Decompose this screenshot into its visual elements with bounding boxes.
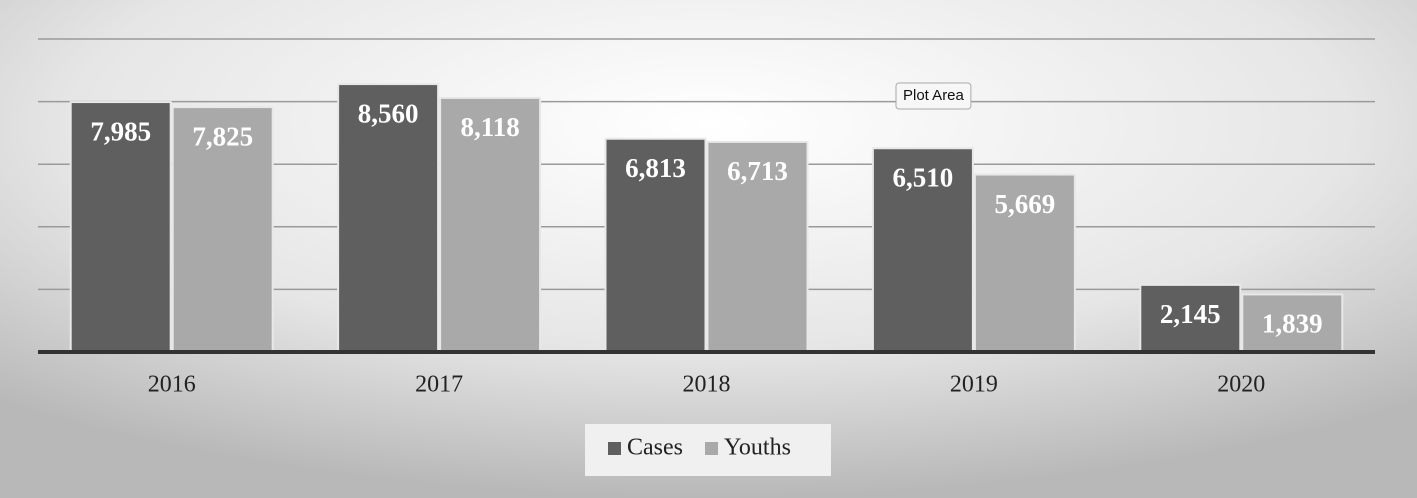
bar [973, 173, 1076, 353]
bar [1241, 293, 1344, 353]
bar [871, 147, 974, 353]
bar [1139, 283, 1242, 354]
data-label: 8,118 [460, 112, 519, 142]
legend-marker [705, 442, 718, 455]
data-label: 6,813 [625, 153, 686, 183]
data-label: 7,985 [90, 116, 151, 146]
bar [337, 83, 440, 354]
data-label: 5,669 [995, 189, 1056, 219]
data-label: 7,825 [192, 121, 253, 151]
bar [439, 96, 542, 353]
data-label: 6,510 [893, 162, 954, 192]
x-tick-label: 2020 [1217, 372, 1265, 398]
bar [171, 106, 274, 353]
legend-label: Cases [627, 435, 683, 461]
x-tick-label: 2018 [683, 372, 731, 398]
tooltip [895, 82, 972, 110]
legend-marker [608, 442, 621, 455]
x-tick-label: 2019 [950, 372, 998, 398]
data-label: 6,713 [727, 156, 788, 186]
bar [69, 101, 172, 353]
tooltip-text: Plot Area [903, 87, 965, 104]
x-tick-label: 2017 [415, 372, 463, 398]
legend-label: Youths [724, 435, 791, 461]
data-label: 2,145 [1160, 299, 1221, 329]
data-label: 1,839 [1262, 309, 1323, 339]
x-tick-label: 2016 [148, 372, 196, 398]
data-label: 8,560 [358, 98, 419, 128]
